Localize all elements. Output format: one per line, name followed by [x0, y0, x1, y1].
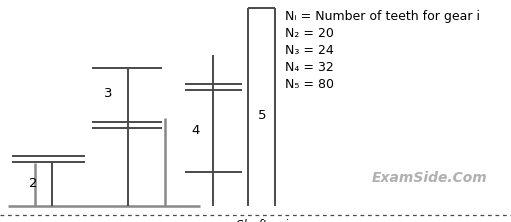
Text: N₃ = 24: N₃ = 24 — [285, 44, 334, 57]
Text: 3: 3 — [104, 87, 112, 99]
Text: 2: 2 — [29, 176, 37, 190]
Text: N₅ = 80: N₅ = 80 — [285, 78, 334, 91]
Text: 4: 4 — [192, 123, 200, 137]
Text: Shaft axis: Shaft axis — [236, 219, 294, 222]
Text: N₄ = 32: N₄ = 32 — [285, 61, 334, 74]
Text: 5: 5 — [258, 109, 267, 121]
Text: N₂ = 20: N₂ = 20 — [285, 27, 334, 40]
Text: ExamSide.Com: ExamSide.Com — [372, 171, 488, 185]
Text: Nᵢ = Number of teeth for gear i: Nᵢ = Number of teeth for gear i — [285, 10, 480, 23]
Text: arm: arm — [93, 219, 117, 222]
